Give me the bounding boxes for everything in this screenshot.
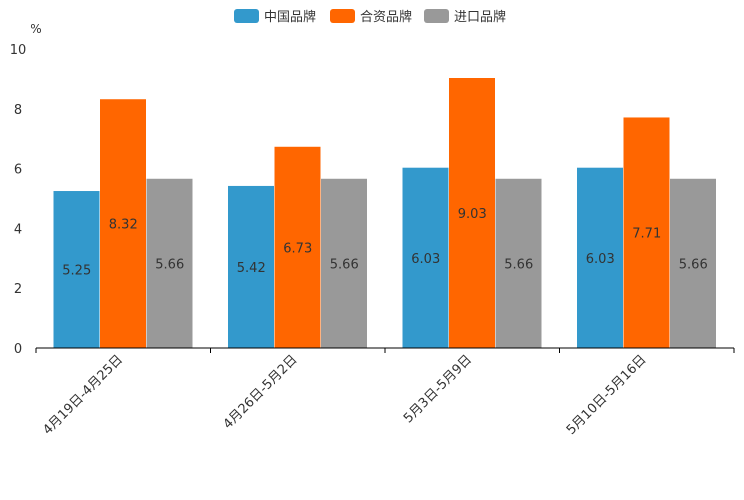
bar-value-label: 5.66 xyxy=(330,257,359,272)
y-axis: 0 2 4 6 8 10 xyxy=(10,43,27,357)
y-tick-label: 8 xyxy=(14,103,22,118)
legend-swatch xyxy=(330,9,355,23)
bar xyxy=(449,78,495,349)
bar xyxy=(146,178,193,348)
legend: 中国品牌 合资品牌 进口品牌 xyxy=(234,9,506,25)
bar xyxy=(577,167,623,348)
bar-value-label: 6.73 xyxy=(283,241,312,256)
bar xyxy=(53,191,100,348)
y-axis-unit-label: % xyxy=(30,22,41,36)
bar xyxy=(228,185,274,348)
x-tick-label: 5月10日-5月16日 xyxy=(564,352,650,438)
bar xyxy=(495,178,542,348)
bar xyxy=(274,146,321,348)
y-tick-label: 6 xyxy=(14,163,22,178)
y-tick-label: 10 xyxy=(10,43,27,58)
y-tick-label: 2 xyxy=(14,282,22,297)
legend-label: 中国品牌 xyxy=(264,9,316,25)
x-tick-label: 4月19日-4月25日 xyxy=(40,352,126,438)
bar-value-label: 5.42 xyxy=(237,261,266,276)
bar xyxy=(670,178,716,348)
bar-value-label: 9.03 xyxy=(458,207,487,222)
bar-value-label: 6.03 xyxy=(586,252,615,267)
x-axis: 4月19日-4月25日 4月26日-5月2日 5月3日-5月9日 5月10日-5月16… xyxy=(35,347,735,438)
legend-item[interactable]: 进口品牌 xyxy=(424,9,506,25)
bar xyxy=(321,178,367,348)
bar-value-label: 5.25 xyxy=(62,264,91,279)
legend-swatch xyxy=(424,9,449,23)
bar xyxy=(100,99,146,349)
legend-item[interactable]: 合资品牌 xyxy=(330,9,412,25)
bar-value-label: 8.32 xyxy=(109,218,138,233)
legend-item[interactable]: 中国品牌 xyxy=(234,9,316,25)
bar-value-label: 5.66 xyxy=(155,257,184,272)
x-tick-label: 4月26日-5月2日 xyxy=(221,352,301,432)
y-tick-label: 0 xyxy=(14,342,22,357)
bars: 5.25 8.32 5.66 5.42 6.73 5.66 6.03 9.03 5.66 6.03… xyxy=(53,78,716,349)
y-tick-label: 4 xyxy=(14,222,22,237)
bar-value-label: 7.71 xyxy=(632,227,661,242)
bar-value-label: 5.66 xyxy=(504,257,533,272)
bar-value-label: 5.66 xyxy=(679,257,708,272)
bar xyxy=(623,117,670,348)
x-tick-label: 5月3日-5月9日 xyxy=(401,352,475,426)
bar xyxy=(402,167,449,348)
legend-label: 合资品牌 xyxy=(360,9,412,25)
legend-swatch xyxy=(234,9,259,23)
bar-value-label: 6.03 xyxy=(411,252,440,267)
legend-label: 进口品牌 xyxy=(454,9,506,25)
